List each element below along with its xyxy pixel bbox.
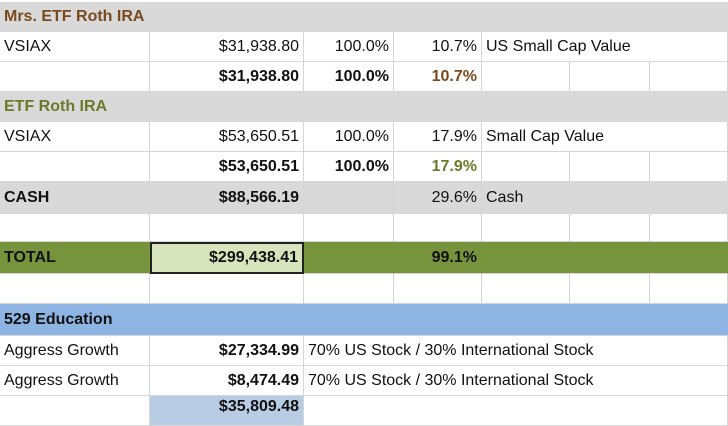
empty-cell[interactable]	[570, 214, 650, 242]
empty-cell[interactable]	[304, 274, 394, 304]
table-row: Aggress Growth $27,334.99 70% US Stock /…	[0, 336, 728, 366]
value-cell[interactable]: $31,938.80	[150, 32, 304, 62]
subtotal-value-cell[interactable]: $31,938.80	[150, 62, 304, 92]
total-value-cell-selected[interactable]: $299,438.41	[150, 242, 304, 274]
empty-cell[interactable]	[482, 242, 728, 274]
subtotal-row: $31,938.80 100.0% 10.7%	[0, 62, 728, 92]
empty-cell[interactable]	[482, 274, 570, 304]
cash-label-cell[interactable]: CASH	[0, 182, 150, 214]
empty-cell[interactable]	[0, 396, 150, 426]
percent-cell[interactable]: 17.9%	[394, 122, 482, 152]
empty-cell[interactable]	[570, 62, 650, 92]
section-title[interactable]: ETF Roth IRA	[0, 92, 728, 122]
empty-row	[0, 214, 728, 242]
value-cell[interactable]: $27,334.99	[150, 336, 304, 366]
education-subtotal-cell[interactable]: $35,809.48	[150, 396, 304, 426]
empty-cell[interactable]	[570, 274, 650, 304]
allocation-cell[interactable]: 100.0%	[304, 32, 394, 62]
section-header-529-education: 529 Education	[0, 304, 728, 336]
fund-name-cell[interactable]: VSIAX	[0, 122, 150, 152]
total-row: TOTAL $299,438.41 99.1%	[0, 242, 728, 274]
empty-cell[interactable]	[150, 214, 304, 242]
empty-cell[interactable]	[482, 152, 570, 182]
subtotal-allocation-cell[interactable]: 100.0%	[304, 62, 394, 92]
subtotal-allocation-cell[interactable]: 100.0%	[304, 152, 394, 182]
value-cell[interactable]: $8,474.49	[150, 366, 304, 396]
cash-row: CASH $88,566.19 29.6% Cash	[0, 182, 728, 214]
empty-cell[interactable]	[304, 242, 394, 274]
table-row: Aggress Growth $8,474.49 70% US Stock / …	[0, 366, 728, 396]
fund-name-cell[interactable]: Aggress Growth	[0, 336, 150, 366]
cash-value-cell[interactable]: $88,566.19	[150, 182, 304, 214]
section-title[interactable]: Mrs. ETF Roth IRA	[0, 2, 728, 32]
empty-cell[interactable]	[304, 396, 728, 426]
table-row: VSIAX $53,650.51 100.0% 17.9% Small Cap …	[0, 122, 728, 152]
empty-cell[interactable]	[650, 62, 728, 92]
fund-name-cell[interactable]: VSIAX	[0, 32, 150, 62]
empty-cell[interactable]	[482, 62, 570, 92]
empty-row	[0, 274, 728, 304]
section-title[interactable]: 529 Education	[0, 304, 728, 336]
percent-cell[interactable]: 10.7%	[394, 32, 482, 62]
category-cell[interactable]: 70% US Stock / 30% International Stock	[304, 366, 728, 396]
allocation-cell[interactable]: 100.0%	[304, 122, 394, 152]
category-cell[interactable]: 70% US Stock / 30% International Stock	[304, 336, 728, 366]
empty-cell[interactable]	[650, 274, 728, 304]
empty-cell[interactable]	[304, 214, 394, 242]
empty-cell[interactable]	[650, 152, 728, 182]
subtotal-percent-cell[interactable]: 17.9%	[394, 152, 482, 182]
cash-percent-cell[interactable]: 29.6%	[394, 182, 482, 214]
cash-category-cell[interactable]: Cash	[482, 182, 728, 214]
subtotal-row: $53,650.51 100.0% 17.9%	[0, 152, 728, 182]
subtotal-percent-cell[interactable]: 10.7%	[394, 62, 482, 92]
empty-cell[interactable]	[0, 62, 150, 92]
empty-cell[interactable]	[570, 152, 650, 182]
subtotal-row: $35,809.48	[0, 396, 728, 426]
value-cell[interactable]: $53,650.51	[150, 122, 304, 152]
section-header-mrs-etf-roth: Mrs. ETF Roth IRA	[0, 2, 728, 32]
empty-cell[interactable]	[150, 274, 304, 304]
empty-cell[interactable]	[0, 152, 150, 182]
table-row: VSIAX $31,938.80 100.0% 10.7% US Small C…	[0, 32, 728, 62]
empty-cell[interactable]	[0, 214, 150, 242]
subtotal-value-cell[interactable]: $53,650.51	[150, 152, 304, 182]
empty-cell[interactable]	[394, 274, 482, 304]
empty-cell[interactable]	[650, 214, 728, 242]
empty-cell[interactable]	[482, 214, 570, 242]
section-header-etf-roth: ETF Roth IRA	[0, 92, 728, 122]
total-label-cell[interactable]: TOTAL	[0, 242, 150, 274]
empty-cell[interactable]	[304, 182, 394, 214]
total-percent-cell[interactable]: 99.1%	[394, 242, 482, 274]
fund-name-cell[interactable]: Aggress Growth	[0, 366, 150, 396]
empty-cell[interactable]	[0, 274, 150, 304]
category-cell[interactable]: Small Cap Value	[482, 122, 728, 152]
category-cell[interactable]: US Small Cap Value	[482, 32, 728, 62]
empty-cell[interactable]	[394, 214, 482, 242]
